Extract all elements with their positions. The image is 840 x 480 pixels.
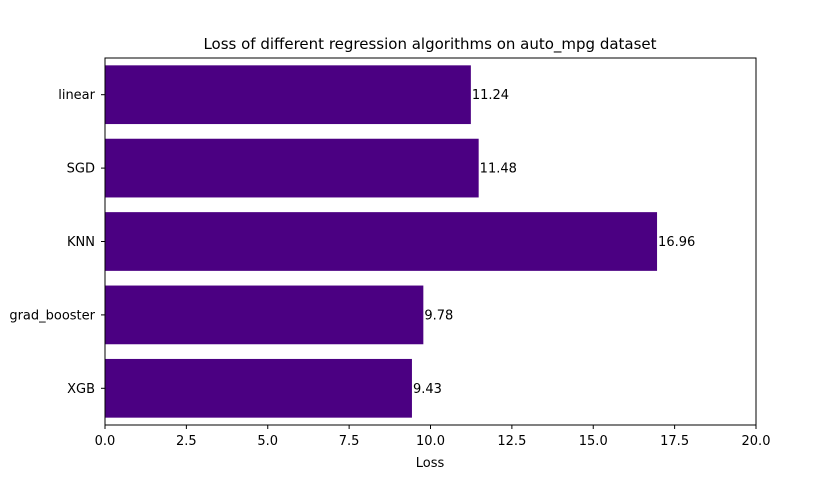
x-tick-label-6: 15.0: [579, 434, 608, 449]
x-tick-label-3: 7.5: [339, 434, 360, 449]
x-axis: 0.0 2.5 5.0 7.5 10.0 12.5 15.0 17.5 20.0: [95, 425, 771, 449]
x-tick-label-4: 10.0: [416, 434, 445, 449]
y-tick-label-grad_booster: grad_booster: [9, 308, 95, 323]
x-tick-label-2: 5.0: [257, 434, 278, 449]
value-labels-group: 11.24 11.48 16.96 9.78 9.43: [413, 88, 695, 397]
value-label-KNN: 16.96: [658, 235, 695, 250]
bar-linear: [105, 65, 471, 125]
y-tick-label-linear: linear: [58, 88, 95, 103]
value-label-SGD: 11.48: [480, 162, 517, 177]
bar-XGB: [105, 358, 412, 418]
x-tick-label-0: 0.0: [95, 434, 116, 449]
value-label-linear: 11.24: [472, 88, 509, 103]
bar-KNN: [105, 212, 658, 271]
value-label-grad_booster: 9.78: [424, 308, 453, 323]
y-tick-label-KNN: KNN: [67, 235, 95, 250]
y-axis: linear SGD KNN grad_booster XGB: [9, 88, 105, 397]
bar-grad_booster: [105, 285, 424, 345]
x-axis-label: Loss: [416, 456, 445, 471]
x-tick-label-7: 17.5: [660, 434, 689, 449]
value-label-XGB: 9.43: [413, 382, 442, 397]
y-tick-label-XGB: XGB: [67, 382, 95, 397]
x-tick-label-5: 12.5: [497, 434, 526, 449]
x-tick-label-8: 20.0: [742, 434, 771, 449]
chart-title: Loss of different regression algorithms …: [203, 35, 656, 54]
y-tick-label-SGD: SGD: [67, 162, 95, 177]
bars-group: [105, 65, 658, 418]
x-tick-label-1: 2.5: [176, 434, 197, 449]
bar-SGD: [105, 138, 479, 198]
